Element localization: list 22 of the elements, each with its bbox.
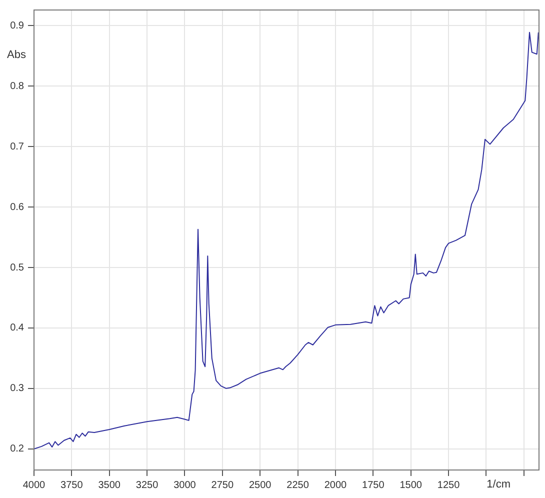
x-tick-label: 1750 [362, 480, 385, 491]
x-axis-title: 1/cm [486, 478, 511, 491]
y-tick-label: 0.9 [10, 20, 24, 32]
y-tick-label: 0.3 [10, 383, 24, 394]
y-axis-title: Abs [7, 49, 26, 62]
x-tick-label: 4000 [22, 480, 46, 491]
x-tick-label: 1250 [437, 480, 460, 491]
x-tick-label: 2250 [286, 480, 310, 491]
y-tick-label: 0.5 [10, 262, 24, 274]
y-tick-label: 0.4 [10, 322, 24, 334]
x-tick-label: 2000 [324, 480, 348, 491]
x-tick-label: 2750 [211, 480, 234, 491]
x-tick-label: 2500 [248, 480, 272, 491]
x-tick-label: 3750 [60, 480, 84, 491]
x-tick-label: 3250 [136, 480, 159, 491]
x-tick-label: 1500 [400, 480, 422, 491]
y-tick-label: 0.7 [10, 141, 24, 152]
x-tick-label: 3000 [174, 480, 196, 491]
x-tick-label: 3500 [98, 480, 121, 491]
y-tick-label: 0.2 [10, 444, 24, 455]
y-tick-label: 0.8 [10, 80, 24, 92]
y-tick-label: 0.6 [10, 202, 24, 213]
